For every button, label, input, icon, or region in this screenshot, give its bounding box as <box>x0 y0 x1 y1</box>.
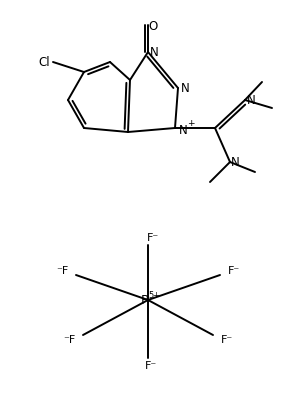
Text: N: N <box>247 94 255 108</box>
Text: F⁻: F⁻ <box>228 266 240 276</box>
Text: ⁻F: ⁻F <box>63 335 75 345</box>
Text: O: O <box>148 20 158 33</box>
Text: P: P <box>141 294 149 307</box>
Text: N: N <box>179 123 187 136</box>
Text: N: N <box>181 83 189 95</box>
Text: N: N <box>231 156 239 169</box>
Text: ⁻F: ⁻F <box>56 266 68 276</box>
Text: F⁻: F⁻ <box>221 335 233 345</box>
Text: F⁻: F⁻ <box>145 361 157 371</box>
Text: N: N <box>150 46 158 59</box>
Text: Cl: Cl <box>38 57 50 70</box>
Text: 5+: 5+ <box>148 290 160 299</box>
Text: +: + <box>187 119 195 129</box>
Text: F⁻: F⁻ <box>147 233 159 243</box>
